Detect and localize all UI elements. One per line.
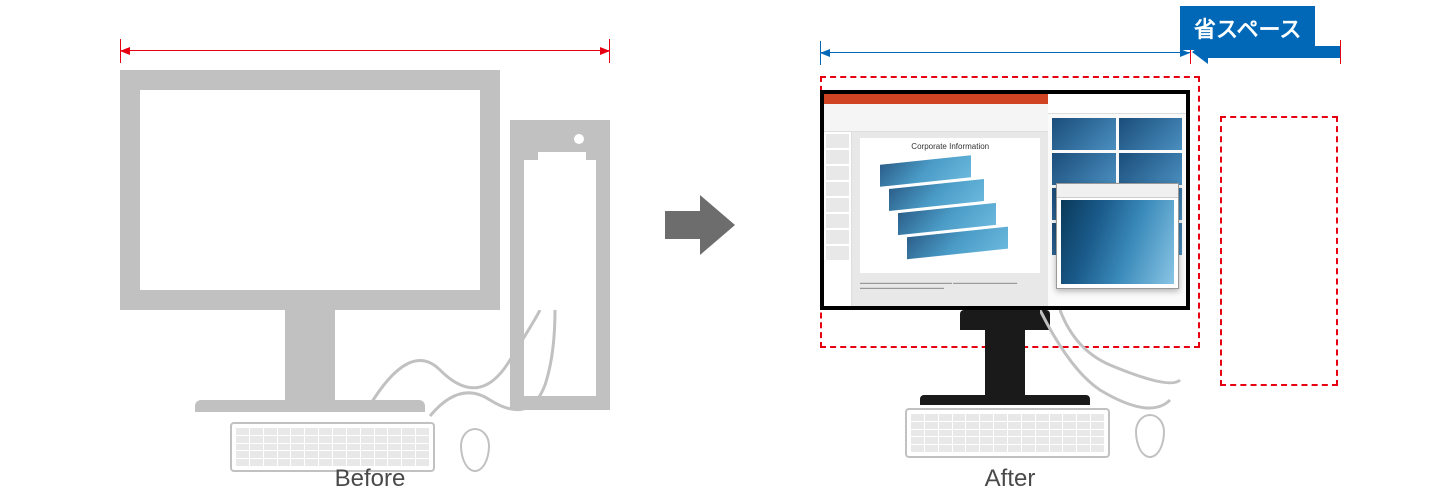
after-dimension-line — [820, 52, 1190, 53]
before-panel — [120, 50, 620, 470]
ppt-slide-area: Corporate Information ▬▬▬▬▬▬▬▬▬▬▬▬▬▬▬▬▬▬… — [852, 132, 1048, 306]
after-label: After — [940, 465, 1080, 493]
ppt-ribbon — [824, 104, 1048, 132]
before-label: Before — [260, 465, 480, 493]
real-monitor: Corporate Information ▬▬▬▬▬▬▬▬▬▬▬▬▬▬▬▬▬▬… — [820, 90, 1190, 310]
monitor-icon — [120, 70, 500, 310]
monitor-neck-icon — [985, 325, 1025, 395]
ppt-slide: Corporate Information — [860, 138, 1040, 273]
slide-title: Corporate Information — [860, 142, 1040, 151]
overlay-window — [1056, 183, 1179, 289]
arrow-right-icon — [665, 195, 735, 255]
cable-icon — [370, 310, 620, 430]
keyboard-icon — [905, 408, 1110, 458]
ppt-titlebar — [824, 94, 1048, 104]
mouse-icon — [1135, 414, 1165, 458]
cable-icon — [1040, 310, 1240, 420]
after-panel: 省スペース Corporate Information — [790, 30, 1420, 490]
screen-content: Corporate Information ▬▬▬▬▬▬▬▬▬▬▬▬▬▬▬▬▬▬… — [824, 94, 1186, 306]
ppt-thumbnails — [824, 132, 852, 306]
slide-text-block: ▬▬▬▬▬▬▬▬▬▬▬▬▬▬▬▬▬▬▬▬▬▬▬ ▬▬▬▬▬▬▬▬▬▬▬▬▬▬▬▬… — [860, 280, 1040, 302]
before-dimension-line — [120, 50, 610, 51]
space-saving-badge: 省スペース — [1180, 6, 1315, 50]
monitor-neck-icon — [285, 310, 335, 400]
boundary-tick-icon — [1340, 40, 1341, 64]
